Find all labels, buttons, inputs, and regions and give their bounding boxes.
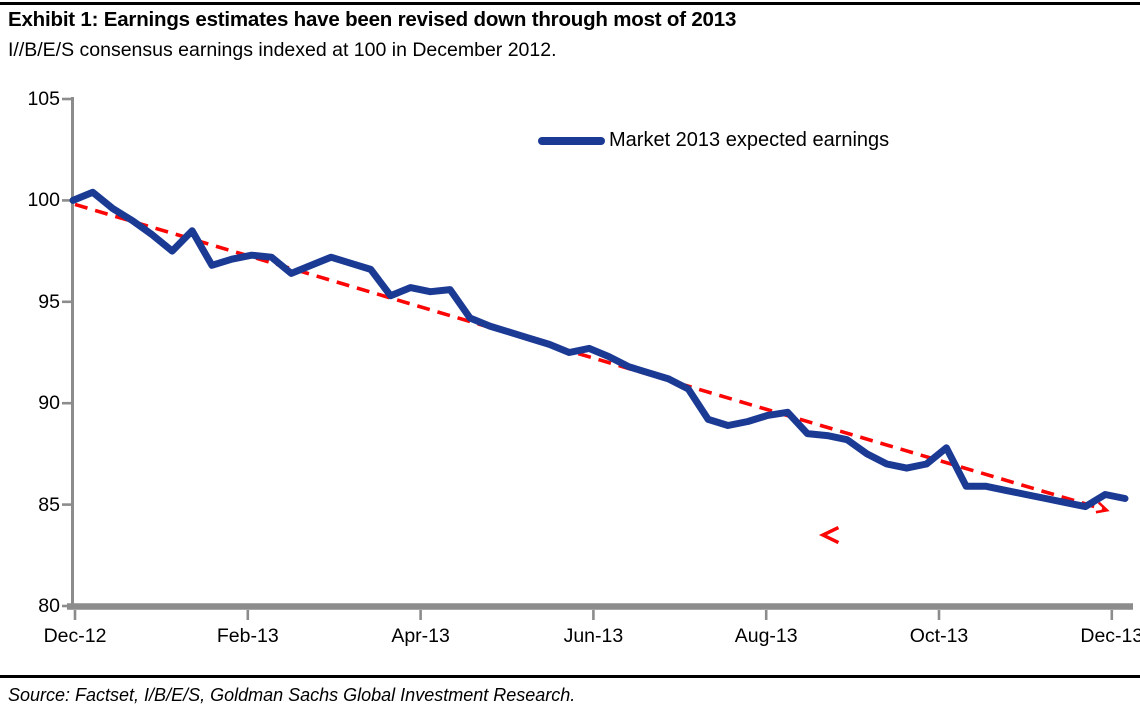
x-axis-tick-label: Aug-13 xyxy=(734,625,798,647)
exhibit-subtitle: I//B/E/S consensus earnings indexed at 1… xyxy=(8,39,557,61)
y-axis-tick-label: 100 xyxy=(27,189,60,212)
y-axis-tick-label: 85 xyxy=(38,493,60,516)
x-axis-tick-label: Dec-12 xyxy=(43,625,107,647)
axes xyxy=(62,97,1133,620)
x-axis-tick-label: Apr-13 xyxy=(391,625,450,647)
axis-labels: 105 100 95 90 85 80 Dec-12 Feb-13 Apr-13 Jun-13 Au… xyxy=(27,88,1140,647)
y-axis-tick-label: 90 xyxy=(38,392,60,415)
exhibit-title: Exhibit 1: Earnings estimates have been … xyxy=(8,8,737,31)
x-axis-tick-label: Jun-13 xyxy=(563,625,624,647)
x-axis-tick-label: Oct-13 xyxy=(909,625,969,647)
legend: Market 2013 expected earnings xyxy=(538,127,889,154)
x-axis-tick-label: Feb-13 xyxy=(216,625,279,647)
source-note: Source: Factset, I/B/E/S, Goldman Sachs … xyxy=(8,685,576,705)
market-earnings-line xyxy=(69,188,1129,511)
y-axis-tick-label: 105 xyxy=(27,88,60,110)
legend-line-swatch xyxy=(538,136,605,145)
y-axis-tick-label: 95 xyxy=(38,290,60,313)
y-axis-tick-label: 80 xyxy=(38,595,60,617)
earnings-line-chart xyxy=(62,97,1133,620)
stray-left-arrow-icon xyxy=(818,525,840,545)
bottom-divider xyxy=(0,675,1140,678)
x-axis-tick-label: Dec-13 xyxy=(1080,625,1140,647)
legend-label: Market 2013 expected earnings xyxy=(609,129,890,151)
top-divider xyxy=(0,2,1140,5)
